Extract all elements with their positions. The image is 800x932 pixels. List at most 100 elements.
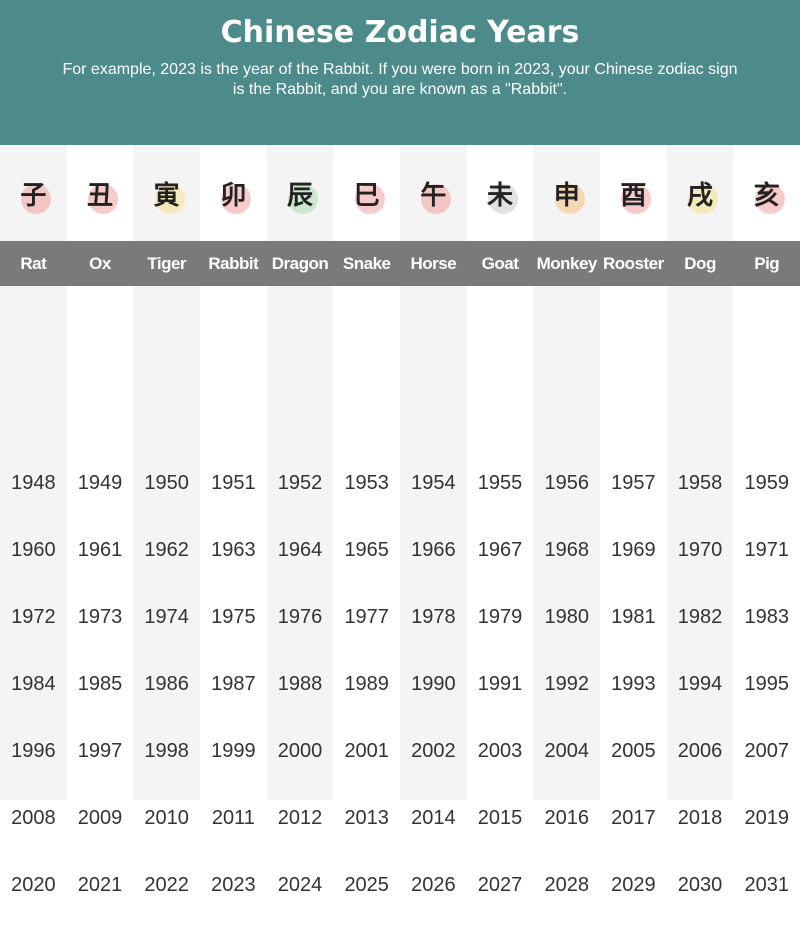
year-cell: 2021 bbox=[77, 874, 123, 896]
year-cell: 2004 bbox=[544, 740, 589, 762]
year-cell: 1968 bbox=[544, 539, 589, 561]
zodiac-glyph: 子 bbox=[20, 180, 47, 211]
animal-name: Goat bbox=[481, 254, 519, 273]
color-blob bbox=[21, 184, 52, 214]
zodiac-glyph: 巳 bbox=[353, 180, 380, 211]
year-cell: 1995 bbox=[744, 673, 789, 695]
year-cell: 2005 bbox=[611, 740, 656, 762]
goat-icon: 未 bbox=[467, 145, 534, 241]
page-subtitle: For example, 2023 is the year of the Rab… bbox=[62, 61, 738, 98]
year-cell: 2019 bbox=[744, 807, 789, 829]
year-cell: 1981 bbox=[611, 606, 656, 628]
animal-name: Snake bbox=[342, 254, 391, 273]
year-cell: 1967 bbox=[477, 539, 523, 561]
dragon-icon: 辰 bbox=[267, 145, 334, 241]
year-cell: 1962 bbox=[144, 539, 189, 561]
year-cell: 2022 bbox=[144, 874, 189, 896]
color-blob bbox=[154, 184, 185, 214]
year-cell: 1960 bbox=[11, 539, 56, 561]
animal-name: Horse bbox=[410, 254, 457, 273]
year-cell: 1980 bbox=[544, 606, 589, 628]
year-cell: 1972 bbox=[11, 606, 56, 628]
year-cell: 2002 bbox=[411, 740, 456, 762]
zodiac-glyph: 卯 bbox=[220, 180, 247, 211]
year-cell: 1954 bbox=[411, 472, 456, 494]
year-cell: 1977 bbox=[344, 606, 389, 628]
year-cell: 1969 bbox=[611, 539, 656, 561]
color-blob bbox=[488, 184, 519, 214]
year-cell: 1985 bbox=[77, 673, 123, 695]
year-cell: 1974 bbox=[144, 606, 189, 628]
year-cell: 1950 bbox=[144, 472, 189, 494]
color-blob bbox=[88, 184, 118, 214]
year-cell: 2027 bbox=[477, 874, 523, 896]
year-cell: 1958 bbox=[677, 472, 723, 494]
zodiac-glyph: 未 bbox=[487, 180, 514, 211]
year-cell: 2017 bbox=[611, 807, 656, 829]
year-cell: 1966 bbox=[411, 539, 456, 561]
year-cell: 1957 bbox=[611, 472, 656, 494]
year-cell: 2001 bbox=[344, 740, 389, 762]
year-cell: 1956 bbox=[544, 472, 589, 494]
year-cell: 2010 bbox=[144, 807, 189, 829]
year-cell: 1996 bbox=[11, 740, 56, 762]
year-cell: 1984 bbox=[11, 673, 56, 695]
color-blob bbox=[421, 184, 452, 214]
year-cell: 1988 bbox=[277, 673, 323, 695]
zodiac-glyph: 寅 bbox=[153, 180, 180, 211]
zodiac-glyph: 辰 bbox=[287, 180, 314, 211]
year-cell: 2007 bbox=[744, 740, 789, 762]
year-cell: 1999 bbox=[211, 740, 256, 762]
monkey-icon: 申 bbox=[533, 145, 600, 241]
year-cell: 2025 bbox=[344, 874, 389, 896]
animal-name-bar: Rat Ox Tiger Rabbit Dragon Snake Horse Goat Monk… bbox=[0, 241, 800, 286]
color-blob bbox=[754, 184, 785, 214]
zodiac-glyph: 戌 bbox=[687, 180, 714, 211]
year-cell: 2031 bbox=[744, 874, 789, 896]
year-cell: 2029 bbox=[611, 874, 656, 896]
year-cell: 1983 bbox=[744, 606, 789, 628]
year-cell: 2006 bbox=[677, 740, 723, 762]
pig-icon: 亥 bbox=[733, 145, 800, 241]
color-blob bbox=[221, 184, 252, 214]
animal-name: Dragon bbox=[271, 254, 329, 273]
horse-icon: 午 bbox=[400, 145, 467, 241]
year-cell: 1952 bbox=[277, 472, 323, 494]
year-cell: 1998 bbox=[144, 740, 189, 762]
year-cell: 1991 bbox=[477, 673, 523, 695]
zodiac-glyph: 酉 bbox=[620, 180, 647, 211]
year-cell: 1973 bbox=[77, 606, 123, 628]
animal-name: Rat bbox=[20, 254, 47, 273]
year-cell: 1963 bbox=[211, 539, 256, 561]
zodiac-glyph: 亥 bbox=[753, 180, 780, 211]
year-cell: 1964 bbox=[277, 539, 323, 561]
year-cell: 1953 bbox=[344, 472, 389, 494]
zodiac-glyph: 丑 bbox=[87, 180, 114, 211]
color-blob bbox=[288, 184, 319, 214]
year-cell: 2009 bbox=[77, 807, 123, 829]
dog-icon: 戌 bbox=[667, 145, 734, 241]
year-cell: 2020 bbox=[11, 874, 56, 896]
year-cell: 1949 bbox=[77, 472, 123, 494]
year-cell: 1951 bbox=[211, 472, 256, 494]
year-cell: 2011 bbox=[211, 807, 255, 829]
year-cell: 2030 bbox=[677, 874, 723, 896]
year-cell: 1987 bbox=[211, 673, 256, 695]
year-cell: 2023 bbox=[211, 874, 256, 896]
header-banner: Chinese Zodiac Years For example, 2023 i… bbox=[0, 0, 800, 145]
year-cell: 1961 bbox=[77, 539, 123, 561]
year-cell: 2014 bbox=[411, 807, 456, 829]
year-cell: 1965 bbox=[344, 539, 389, 561]
year-cell: 2028 bbox=[544, 874, 589, 896]
year-cell: 2013 bbox=[344, 807, 389, 829]
color-blob bbox=[554, 184, 585, 214]
color-blob bbox=[688, 184, 719, 214]
animal-name: Rooster bbox=[603, 254, 664, 273]
year-cell: 1959 bbox=[744, 472, 789, 494]
page-title: Chinese Zodiac Years bbox=[220, 15, 580, 50]
year-cell: 1955 bbox=[477, 472, 523, 494]
animal-name: Rabbit bbox=[208, 254, 259, 273]
year-cell: 1992 bbox=[544, 673, 589, 695]
zodiac-glyph: 申 bbox=[553, 180, 580, 211]
year-cell: 1986 bbox=[144, 673, 189, 695]
